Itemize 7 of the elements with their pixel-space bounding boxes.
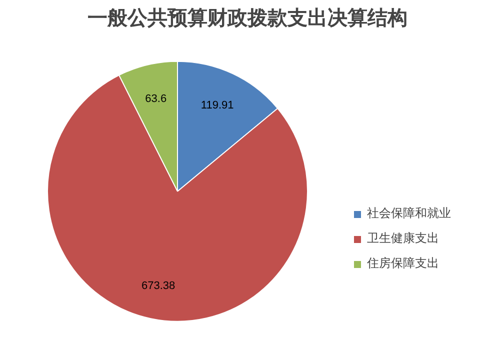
data-label: 673.38 <box>141 280 176 292</box>
legend-label: 住房保障支出 <box>367 255 439 272</box>
chart-title: 一般公共预算财政拨款支出决算结构 <box>88 8 408 30</box>
legend-label: 卫生健康支出 <box>367 230 439 247</box>
data-label: 63.6 <box>145 92 167 105</box>
data-label: 119.91 <box>200 100 234 112</box>
legend-label: 社会保障和就业 <box>367 205 451 222</box>
